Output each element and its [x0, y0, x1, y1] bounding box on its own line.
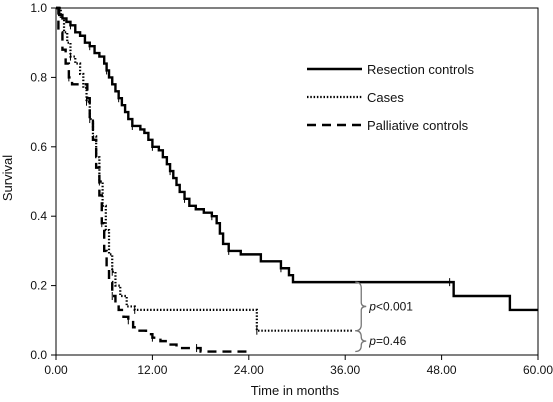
x-tick-label: 36.00 [330, 363, 360, 377]
series-line-resection-controls [56, 6, 538, 312]
x-tick-label: 48.00 [427, 363, 457, 377]
plot-frame [55, 7, 539, 356]
p-value-bracket [355, 330, 367, 353]
legend-label-cases: Cases [367, 90, 404, 105]
y-tick-label: 0.2 [30, 279, 47, 293]
y-tick-label: 0.6 [30, 140, 47, 154]
x-tick-label: 0.00 [44, 363, 68, 377]
p-value-label: p<0.001 [368, 299, 413, 313]
series-line-palliative-controls [56, 6, 249, 353]
series-layer [56, 6, 539, 353]
y-tick-label: 1.0 [30, 1, 47, 15]
axes: 0.00 12.00 24.00 36.00 48.00 60.00 0.0 0.2 0.4 0.… [30, 1, 553, 377]
y-tick-label: 0.0 [30, 348, 47, 362]
y-tick-label: 0.8 [30, 70, 47, 84]
x-tick-label: 60.00 [523, 363, 553, 377]
annotation-layer: p<0.001 p=0.46 [355, 281, 413, 353]
p-value-label: p=0.46 [368, 334, 406, 348]
y-tick-label: 0.4 [30, 209, 47, 223]
x-tick-label: 12.00 [137, 363, 167, 377]
x-tick-label: 24.00 [234, 363, 264, 377]
p-value-bracket [355, 281, 367, 332]
y-axis-title: Survival [0, 155, 15, 201]
legend-label-resection-controls: Resection controls [367, 62, 474, 77]
x-axis-title: Time in months [251, 383, 340, 398]
legend-label-palliative-controls: Palliative controls [367, 118, 469, 133]
legend: Resection controls Cases Palliative cont… [307, 62, 474, 133]
